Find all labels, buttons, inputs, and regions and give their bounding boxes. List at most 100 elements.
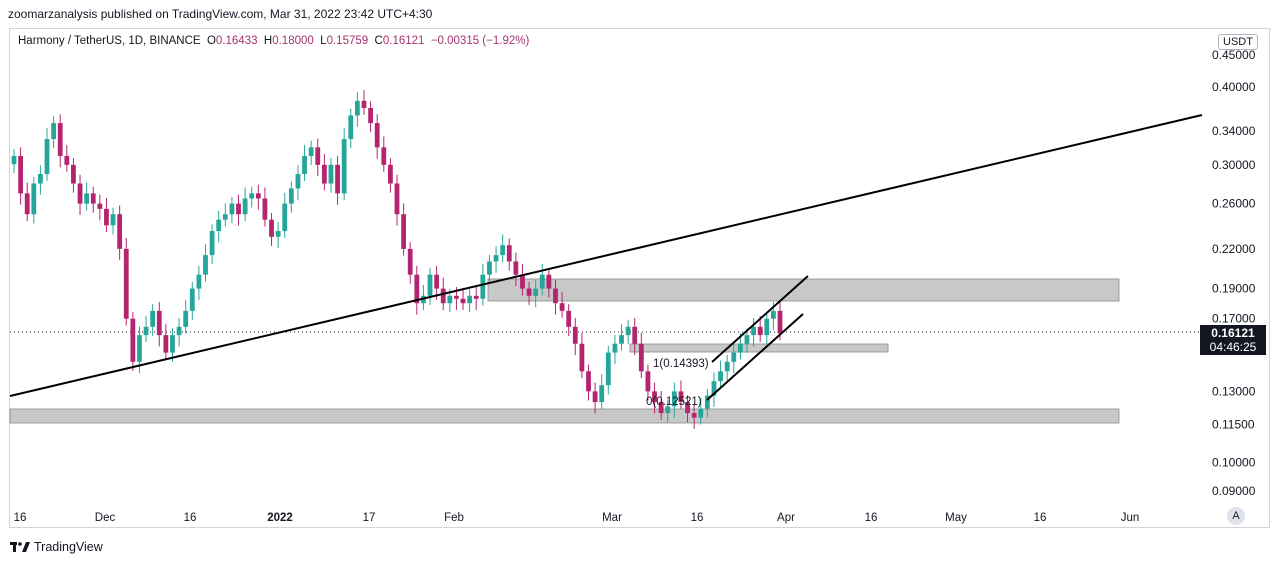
- candle-body: [170, 335, 175, 353]
- candle-body: [57, 123, 63, 156]
- candle: [533, 279, 539, 308]
- candle: [586, 364, 591, 401]
- y-tick-label: 0.22000: [1212, 242, 1256, 256]
- y-tick-label: 0.09000: [1212, 484, 1256, 498]
- candle-body: [183, 310, 189, 327]
- candle-body: [605, 352, 611, 386]
- candle-body: [407, 248, 413, 275]
- candle: [638, 332, 644, 379]
- candle: [751, 318, 756, 347]
- candle-body: [394, 183, 400, 215]
- candle-body: [90, 193, 96, 204]
- candle-body: [427, 274, 433, 296]
- candle-body: [612, 343, 618, 353]
- candle-body: [711, 381, 717, 396]
- candle: [31, 176, 37, 224]
- candle: [685, 395, 690, 423]
- x-tick-label: 16: [14, 512, 27, 524]
- candle: [77, 174, 83, 215]
- candle-body: [414, 274, 420, 304]
- candle-body: [698, 408, 704, 418]
- candle-body: [189, 288, 195, 311]
- candle-body: [117, 214, 123, 249]
- candle: [361, 89, 367, 115]
- low-label: L: [320, 35, 327, 47]
- candle: [407, 242, 413, 284]
- candle-body: [123, 248, 129, 319]
- candle: [506, 238, 512, 271]
- candle-body: [321, 164, 327, 184]
- candle-body: [275, 230, 281, 237]
- candle-body: [480, 274, 486, 299]
- candle-body: [315, 147, 321, 165]
- candle: [209, 224, 215, 265]
- high-value: 0.18000: [272, 35, 314, 47]
- tradingview-logo-icon: [10, 542, 30, 552]
- candle: [678, 380, 684, 409]
- candle-body: [665, 406, 671, 414]
- candle: [691, 404, 697, 429]
- candle-body: [586, 371, 591, 392]
- candle-body: [751, 326, 756, 336]
- candle: [117, 205, 123, 261]
- candle-body: [143, 326, 149, 336]
- zone-lower: [9, 408, 1120, 424]
- open-label: O: [206, 35, 216, 47]
- candle-body: [718, 371, 723, 382]
- candle-body: [467, 295, 473, 304]
- trend-line[interactable]: [9, 114, 1203, 397]
- candle-body: [493, 255, 499, 262]
- candle: [183, 299, 189, 334]
- candle: [387, 158, 393, 193]
- candle: [315, 138, 321, 177]
- candle-body: [361, 100, 367, 109]
- candle-body: [295, 174, 301, 189]
- channel-lower[interactable]: [706, 313, 804, 401]
- candle-body: [71, 164, 76, 184]
- candle-body: [242, 198, 248, 215]
- candle-body: [434, 274, 440, 289]
- candle: [394, 174, 400, 226]
- x-tick-label: Apr: [777, 512, 795, 524]
- fib-label-0: 0(0.12521): [646, 396, 702, 408]
- candle-body: [11, 155, 17, 165]
- y-tick-label: 0.10000: [1212, 455, 1256, 469]
- auto-scale-button[interactable]: A: [1227, 507, 1245, 525]
- candle-body: [678, 391, 684, 403]
- candle: [51, 116, 57, 149]
- channel-upper[interactable]: [711, 275, 809, 363]
- candle: [354, 92, 360, 127]
- x-tick-label: 16: [865, 512, 878, 524]
- candle-body: [572, 326, 578, 344]
- x-tick-label: Dec: [95, 512, 116, 524]
- candle-body: [447, 295, 453, 304]
- chart-frame[interactable]: [9, 28, 1270, 528]
- candle: [612, 334, 618, 364]
- candle: [520, 263, 525, 296]
- tradingview-brand[interactable]: TradingView: [10, 540, 103, 554]
- y-tick-label: 0.26000: [1212, 197, 1256, 211]
- candle: [156, 302, 162, 347]
- x-tick-label: Jun: [1121, 512, 1140, 524]
- candle: [487, 254, 492, 284]
- candle-body: [579, 343, 585, 372]
- candle: [24, 182, 30, 222]
- candle: [381, 136, 387, 172]
- x-tick-label: 16: [184, 512, 197, 524]
- candle-body: [163, 335, 169, 353]
- candle: [718, 360, 723, 389]
- candle-body: [348, 115, 354, 140]
- candle-body: [599, 385, 605, 403]
- currency-unit-button[interactable]: USDT: [1218, 34, 1258, 50]
- candle: [38, 165, 43, 195]
- x-tick-label: May: [945, 512, 967, 524]
- y-tick-label: 0.34000: [1212, 124, 1256, 138]
- symbol-name: Harmony / TetherUS, 1D, BINANCE: [18, 35, 201, 47]
- candle-body: [632, 326, 638, 344]
- candle: [579, 332, 585, 379]
- y-tick-label: 0.45000: [1212, 48, 1256, 62]
- candle: [658, 391, 664, 420]
- candle-body: [500, 245, 506, 256]
- y-axis: 0.45000 0.40000 0.34000 0.30000 0.26000 0.220…: [1212, 48, 1256, 498]
